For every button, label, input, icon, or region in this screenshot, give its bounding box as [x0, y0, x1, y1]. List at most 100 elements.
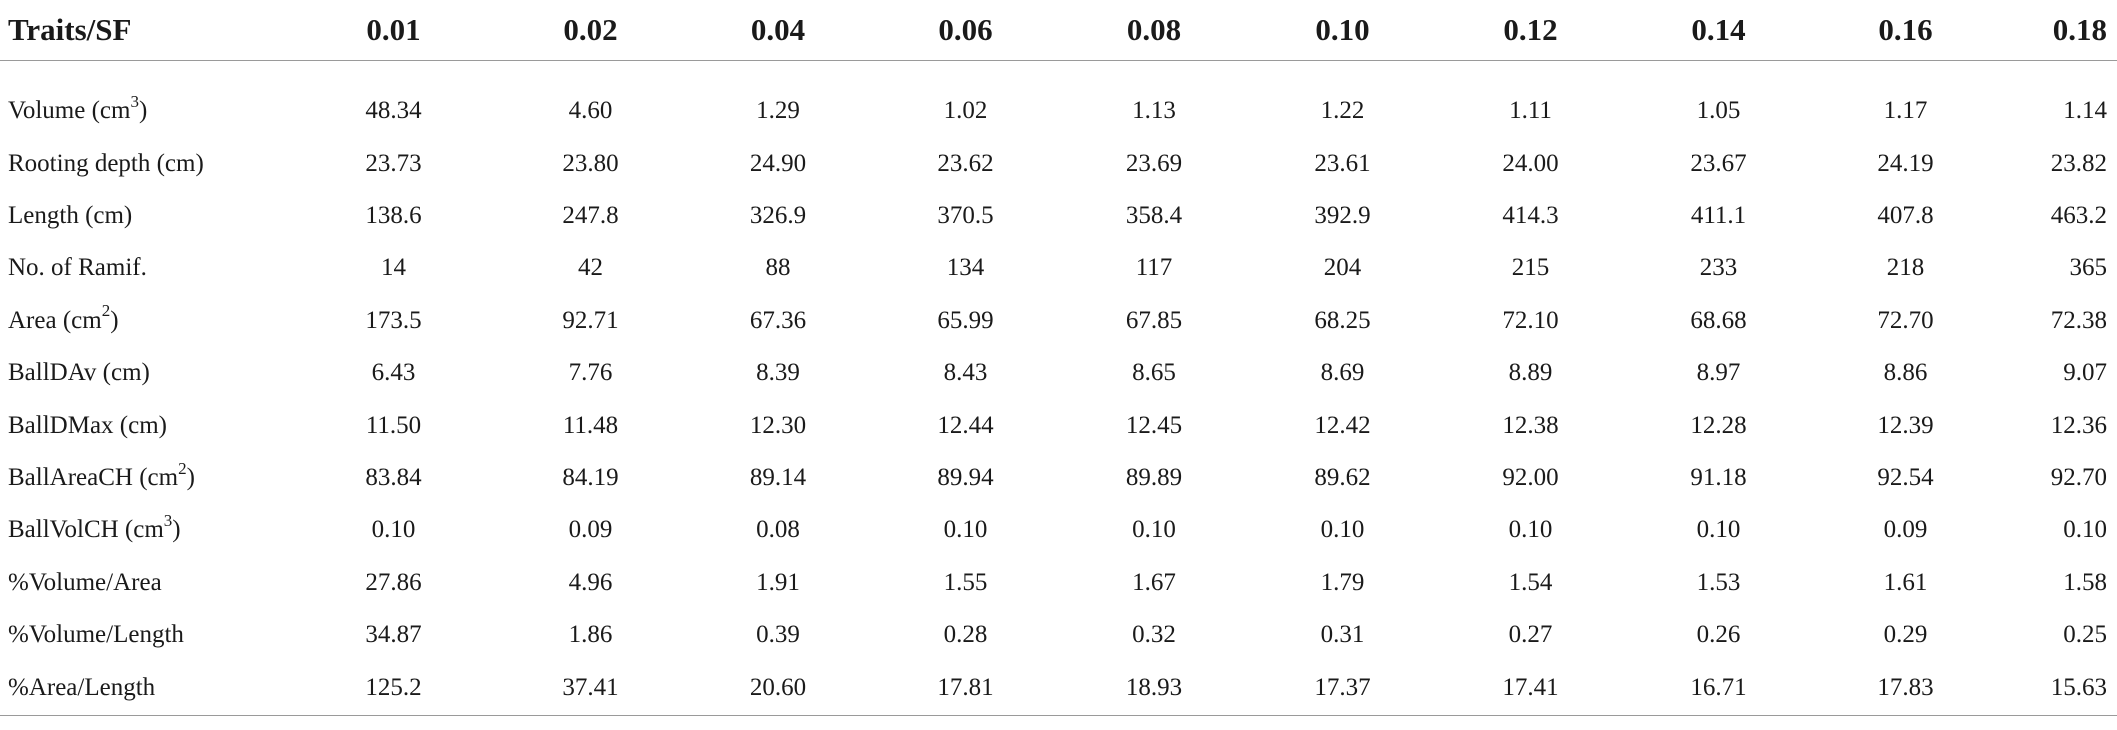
- table-cell: 12.36: [2050, 411, 2107, 439]
- table-cell: 67.36: [749, 306, 807, 334]
- table-header: Traits/SF 0.01 0.02 0.04 0.06 0.08 0.10 …: [0, 0, 2117, 85]
- table-cell: 92.54: [1877, 463, 1934, 491]
- table-cell: 23.62: [937, 149, 994, 177]
- table-cell: 204: [1323, 254, 1362, 282]
- table-cell: 23.80: [562, 149, 619, 177]
- table-cell: 8.43: [943, 359, 988, 387]
- table-cell: 173.5: [365, 306, 422, 334]
- table-cell: 1.86: [568, 621, 613, 649]
- unit-exponent: 2: [178, 458, 187, 478]
- table-cell: 92.71: [562, 306, 619, 334]
- table-cell: 20.60: [684, 661, 872, 717]
- table-cell: 89.14: [749, 463, 807, 491]
- unit-exponent: 3: [163, 510, 173, 530]
- table-cell: 247.8: [562, 201, 619, 229]
- table-cell: 23.61: [1314, 149, 1371, 177]
- table-cell: 326.9: [749, 201, 807, 229]
- table-cell: 1.58: [2063, 568, 2107, 596]
- table-cell: 68.25: [1314, 306, 1371, 334]
- table-cell: 0.26: [1696, 621, 1741, 649]
- table-cell: 0.10: [1132, 516, 1176, 544]
- header-cell-sf: 0.02: [497, 0, 684, 61]
- table-cell: 11.50: [365, 411, 422, 439]
- table-cell: 89.62: [1314, 463, 1371, 491]
- table-cell: 1.22: [1320, 97, 1365, 125]
- table-cell: 4.60: [568, 97, 613, 125]
- table-cell: 218: [1886, 254, 1925, 282]
- table-cell: 1.55: [943, 568, 988, 596]
- table-cell: 12.44: [937, 411, 994, 439]
- table-cell: 0.10: [943, 516, 988, 544]
- table-cell: 48.34: [365, 97, 422, 125]
- row-label: BallDAv (cm): [0, 347, 290, 399]
- table-cell: 34.87: [365, 621, 422, 649]
- table-cell: 12.38: [1502, 411, 1559, 439]
- table-cell: 72.70: [1877, 306, 1934, 334]
- table-cell: 11.48: [562, 411, 619, 439]
- table-cell: 1.29: [756, 97, 800, 125]
- table-cell: 8.89: [1508, 359, 1553, 387]
- table-cell: 92.70: [2050, 463, 2107, 491]
- table-cell: 24.19: [1877, 149, 1934, 177]
- header-cell-sf: 0.16: [1812, 0, 1999, 61]
- table-row: Length (cm) 138.6 247.8 326.9 370.5 358.4 392.…: [0, 190, 2117, 242]
- table-row: %Volume/Length 34.87 1.86 0.39 0.28 0.32 0.31 0…: [0, 609, 2117, 661]
- table-cell: 8.69: [1320, 359, 1365, 387]
- table-cell: 0.31: [1320, 621, 1365, 649]
- table-cell: 6.43: [371, 359, 416, 387]
- table-cell: 24.00: [1502, 149, 1559, 177]
- table-cell: 358.4: [1125, 201, 1183, 229]
- table-cell: 37.41: [497, 661, 684, 717]
- table-cell: 370.5: [937, 201, 994, 229]
- table-cell: 233: [1699, 254, 1738, 282]
- header-spacer: [0, 61, 2117, 86]
- table-cell: 8.97: [1696, 359, 1741, 387]
- header-cell-sf: 0.06: [872, 0, 1059, 61]
- table-cell: 18.93: [1059, 661, 1249, 717]
- row-label-text: Volume (cm: [8, 97, 131, 125]
- table-cell: 0.29: [1883, 621, 1928, 649]
- row-label-text: BallDMax (cm): [8, 411, 167, 439]
- header-cell-sf: 0.12: [1436, 0, 1625, 61]
- row-label-suffix: ): [110, 306, 119, 334]
- table-cell: 463.2: [2050, 201, 2107, 229]
- table-row: Area (cm2) 173.5 92.71 67.36 65.99 67.85 68.25…: [0, 295, 2117, 347]
- table-cell: 83.84: [365, 463, 422, 491]
- table-row: Rooting depth (cm) 23.73 23.80 24.90 23.62 23…: [0, 137, 2117, 189]
- table-cell: 91.18: [1690, 463, 1747, 491]
- table-cell: 72.10: [1502, 306, 1559, 334]
- row-label: %Volume/Length: [0, 609, 290, 661]
- table-cell: 65.99: [937, 306, 994, 334]
- row-label: BallDMax (cm): [0, 399, 290, 451]
- table-cell: 88: [765, 254, 791, 282]
- table-cell: 0.10: [1696, 516, 1741, 544]
- row-label-text: Rooting depth (cm): [8, 149, 204, 177]
- table-cell: 0.08: [756, 516, 800, 544]
- header-cell-sf: 0.18: [1999, 0, 2117, 61]
- row-label: Area (cm2): [0, 295, 290, 347]
- table-cell: 0.28: [943, 621, 988, 649]
- table-cell: 17.37: [1249, 661, 1436, 717]
- table-cell: 12.42: [1314, 411, 1371, 439]
- table-cell: 16.71: [1625, 661, 1812, 717]
- table-cell: 0.39: [756, 621, 800, 649]
- header-cell-sf: 0.10: [1249, 0, 1436, 61]
- table-cell: 27.86: [365, 568, 422, 596]
- table-cell: 0.27: [1508, 621, 1553, 649]
- row-label-text: BallDAv (cm): [8, 359, 150, 387]
- table-cell: 0.25: [2063, 621, 2107, 649]
- header-cell-sf: 0.04: [684, 0, 872, 61]
- row-label: Rooting depth (cm): [0, 137, 290, 189]
- table-cell: 12.28: [1690, 411, 1747, 439]
- row-label: Length (cm): [0, 190, 290, 242]
- table-row: BallDMax (cm) 11.50 11.48 12.30 12.44 12.45 12…: [0, 399, 2117, 451]
- row-label-text: No. of Ramif.: [8, 254, 147, 282]
- table-cell: 138.6: [365, 201, 422, 229]
- row-label-text: BallVolCH (cm: [8, 516, 164, 544]
- header-cell-sf: 0.08: [1059, 0, 1249, 61]
- table-cell: 0.10: [2063, 516, 2107, 544]
- row-label: BallVolCH (cm3): [0, 504, 290, 556]
- table-cell: 1.54: [1508, 568, 1553, 596]
- table-cell: 1.05: [1696, 97, 1741, 125]
- table-cell: 8.65: [1132, 359, 1176, 387]
